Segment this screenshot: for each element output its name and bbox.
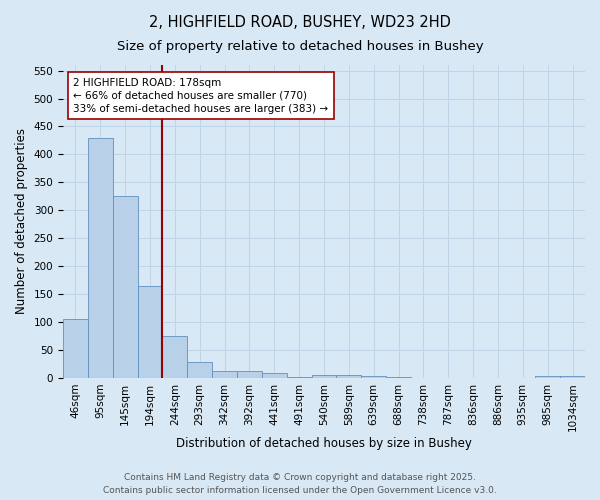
- Bar: [212, 370, 237, 378]
- Bar: [113, 196, 137, 378]
- Bar: [237, 370, 262, 378]
- Text: Size of property relative to detached houses in Bushey: Size of property relative to detached ho…: [116, 40, 484, 53]
- Text: 2 HIGHFIELD ROAD: 178sqm
← 66% of detached houses are smaller (770)
33% of semi-: 2 HIGHFIELD ROAD: 178sqm ← 66% of detach…: [73, 78, 329, 114]
- Bar: [88, 138, 113, 378]
- Bar: [63, 320, 88, 378]
- Bar: [337, 375, 361, 378]
- Text: 2, HIGHFIELD ROAD, BUSHEY, WD23 2HD: 2, HIGHFIELD ROAD, BUSHEY, WD23 2HD: [149, 15, 451, 30]
- Text: Contains HM Land Registry data © Crown copyright and database right 2025.
Contai: Contains HM Land Registry data © Crown c…: [103, 474, 497, 495]
- Bar: [262, 373, 287, 378]
- Bar: [137, 286, 163, 378]
- Bar: [535, 376, 560, 378]
- Bar: [361, 376, 386, 378]
- Bar: [163, 336, 187, 378]
- Y-axis label: Number of detached properties: Number of detached properties: [15, 128, 28, 314]
- Bar: [187, 362, 212, 378]
- Bar: [560, 376, 585, 378]
- Bar: [311, 375, 337, 378]
- X-axis label: Distribution of detached houses by size in Bushey: Distribution of detached houses by size …: [176, 437, 472, 450]
